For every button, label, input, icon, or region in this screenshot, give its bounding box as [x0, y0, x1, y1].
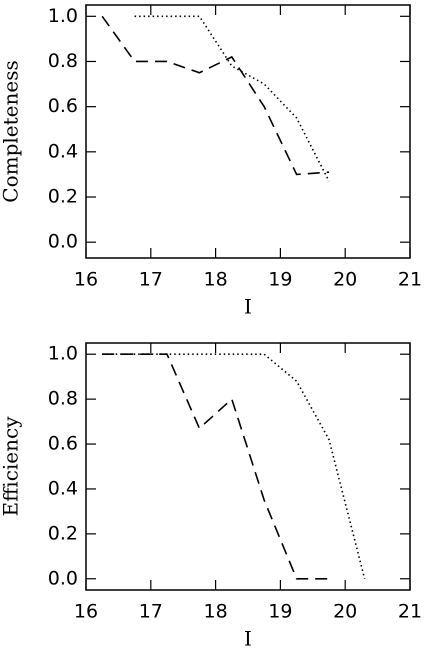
y-tick-label: 1.0 [48, 5, 78, 27]
y-tick-label: 0.6 [48, 433, 78, 455]
x-tick-label: 16 [74, 601, 98, 623]
y-tick-label: 0.2 [48, 186, 78, 208]
data-line [102, 353, 329, 580]
y-tick-label: 1.0 [48, 343, 78, 365]
plot-frame [85, 342, 411, 591]
y-tick-label: 0.0 [48, 567, 78, 589]
data-line [102, 353, 366, 579]
plot-frame [85, 4, 411, 259]
x-tick-label: 19 [268, 601, 292, 623]
y-tick-label: 0.8 [48, 50, 78, 72]
x-axis-label: I [244, 295, 252, 319]
data-line [101, 15, 330, 176]
x-tick-label: 19 [268, 269, 292, 291]
y-tick-label: 0.4 [48, 477, 78, 499]
x-tick-label: 16 [74, 269, 98, 291]
data-line [134, 15, 330, 182]
y-tick-label: 0.4 [48, 140, 78, 162]
x-axis-label: I [244, 627, 252, 651]
y-tick-label: 0.0 [48, 231, 78, 253]
y-tick-label: 0.8 [48, 388, 78, 410]
x-tick-label: 18 [204, 269, 228, 291]
y-axis-label: Completeness [0, 60, 23, 202]
y-tick-label: 0.2 [48, 522, 78, 544]
y-tick-label: 0.6 [48, 95, 78, 117]
x-tick-label: 20 [333, 269, 357, 291]
x-tick-label: 17 [139, 269, 163, 291]
x-tick-label: 21 [398, 601, 422, 623]
x-tick-label: 21 [398, 269, 422, 291]
x-tick-label: 17 [139, 601, 163, 623]
x-tick-label: 20 [333, 601, 357, 623]
x-tick-label: 18 [204, 601, 228, 623]
y-axis-label: Efficiency [0, 416, 23, 517]
